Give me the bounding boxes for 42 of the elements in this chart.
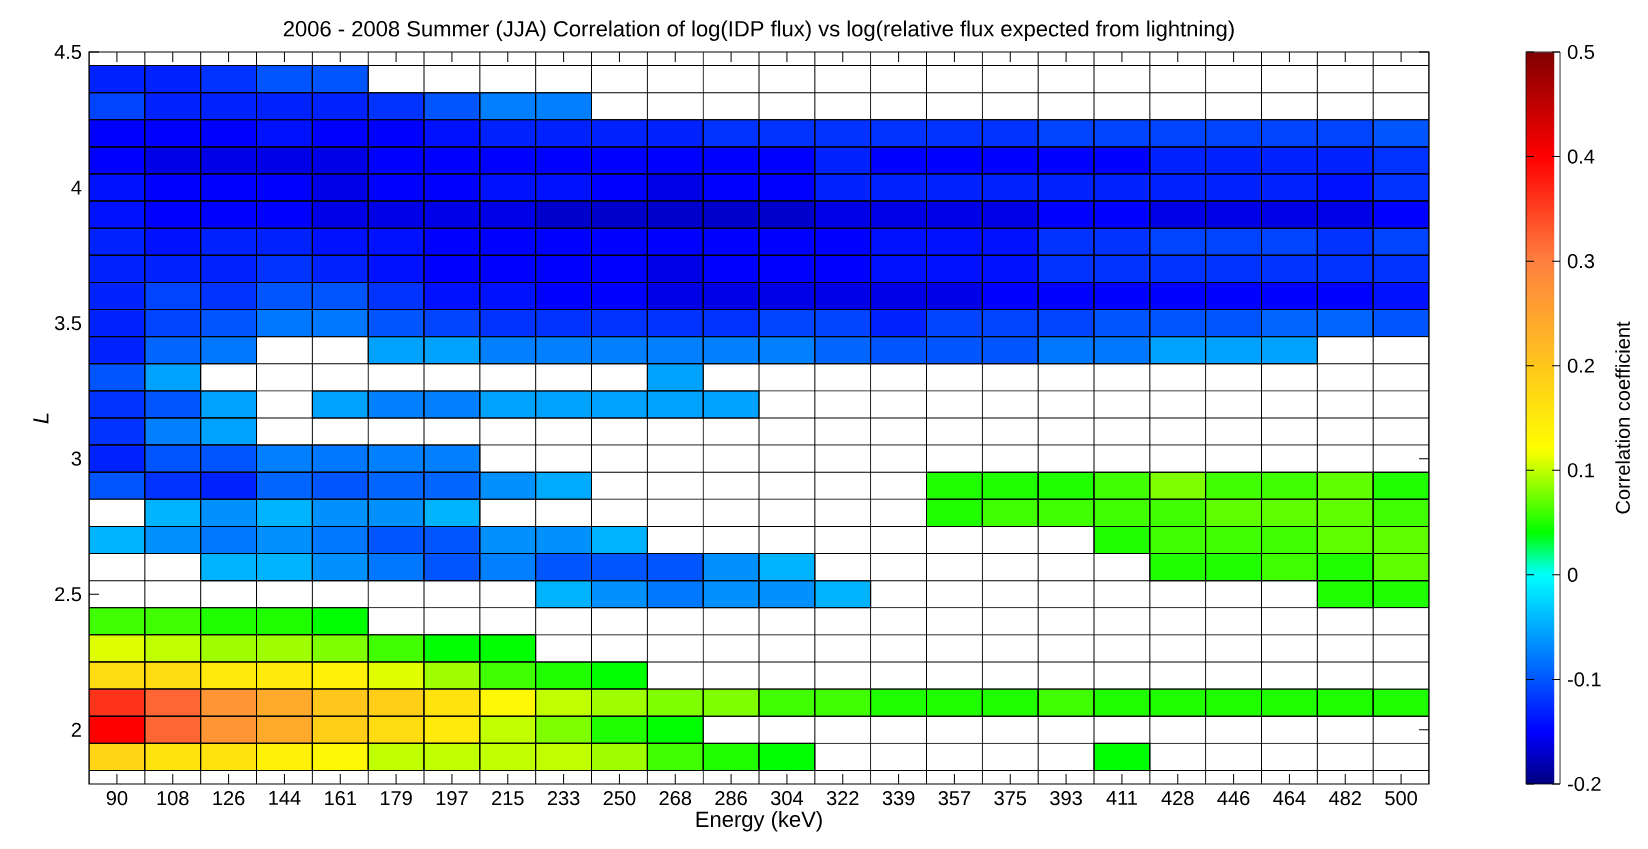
x-tick-label: 375 xyxy=(994,791,1027,806)
color-bar-label: 0.3 xyxy=(1567,254,1595,269)
x-tick-label: 322 xyxy=(826,791,859,806)
y-tick-label: 3 xyxy=(71,451,82,466)
x-tick-label: 90 xyxy=(106,791,128,806)
color-bar-label: 0.5 xyxy=(1567,44,1595,60)
y-tick-label: 2 xyxy=(71,722,81,737)
chart-title: 2006 - 2008 Summer (JJA) Correlation of log(IDP flux) vs log(relative flux expected from lightning) xyxy=(283,20,1234,41)
x-tick-label: 144 xyxy=(269,791,301,805)
x-tick-label: 428 xyxy=(1161,791,1194,806)
color-bar-label: 0.1 xyxy=(1567,463,1594,478)
x-tick-label: 233 xyxy=(547,791,580,806)
x-tick-label: 500 xyxy=(1385,791,1417,806)
color-bar-label: -0.1 xyxy=(1567,672,1601,687)
x-tick-label: 161 xyxy=(325,791,356,806)
x-tick-label: 215 xyxy=(492,791,524,806)
x-axis-title: Energy (keV) xyxy=(696,810,822,832)
y-axis-title: L xyxy=(33,413,49,424)
x-tick-label: 482 xyxy=(1329,791,1361,806)
x-tick-label: 126 xyxy=(213,791,245,806)
x-tick-label: 197 xyxy=(436,791,468,806)
x-tick-label: 411 xyxy=(1106,791,1137,805)
color-bar-title: Correlation coefficient xyxy=(1615,321,1630,514)
y-tick-label: 3.5 xyxy=(54,316,82,331)
x-tick-label: 393 xyxy=(1050,791,1082,806)
y-tick-label: 2.5 xyxy=(55,587,82,602)
x-tick-label: 446 xyxy=(1217,791,1250,806)
x-tick-label: 286 xyxy=(715,791,747,806)
y-tick-label: 4 xyxy=(71,180,82,195)
color-bar-label: 0 xyxy=(1567,567,1578,582)
color-bar-label: 0.4 xyxy=(1567,149,1595,164)
x-tick-label: 250 xyxy=(603,791,636,806)
y-tick-label: 4.5 xyxy=(54,45,82,59)
x-tick-label: 108 xyxy=(157,791,189,806)
x-tick-label: 357 xyxy=(938,791,971,806)
x-tick-label: 464 xyxy=(1273,791,1306,806)
x-tick-label: 339 xyxy=(882,791,915,806)
x-tick-label: 268 xyxy=(659,791,692,806)
x-tick-label: 179 xyxy=(380,791,412,806)
color-bar-label: -0.2 xyxy=(1567,776,1601,792)
x-tick-label: 304 xyxy=(770,791,804,806)
color-bar-label: 0.2 xyxy=(1567,358,1594,373)
